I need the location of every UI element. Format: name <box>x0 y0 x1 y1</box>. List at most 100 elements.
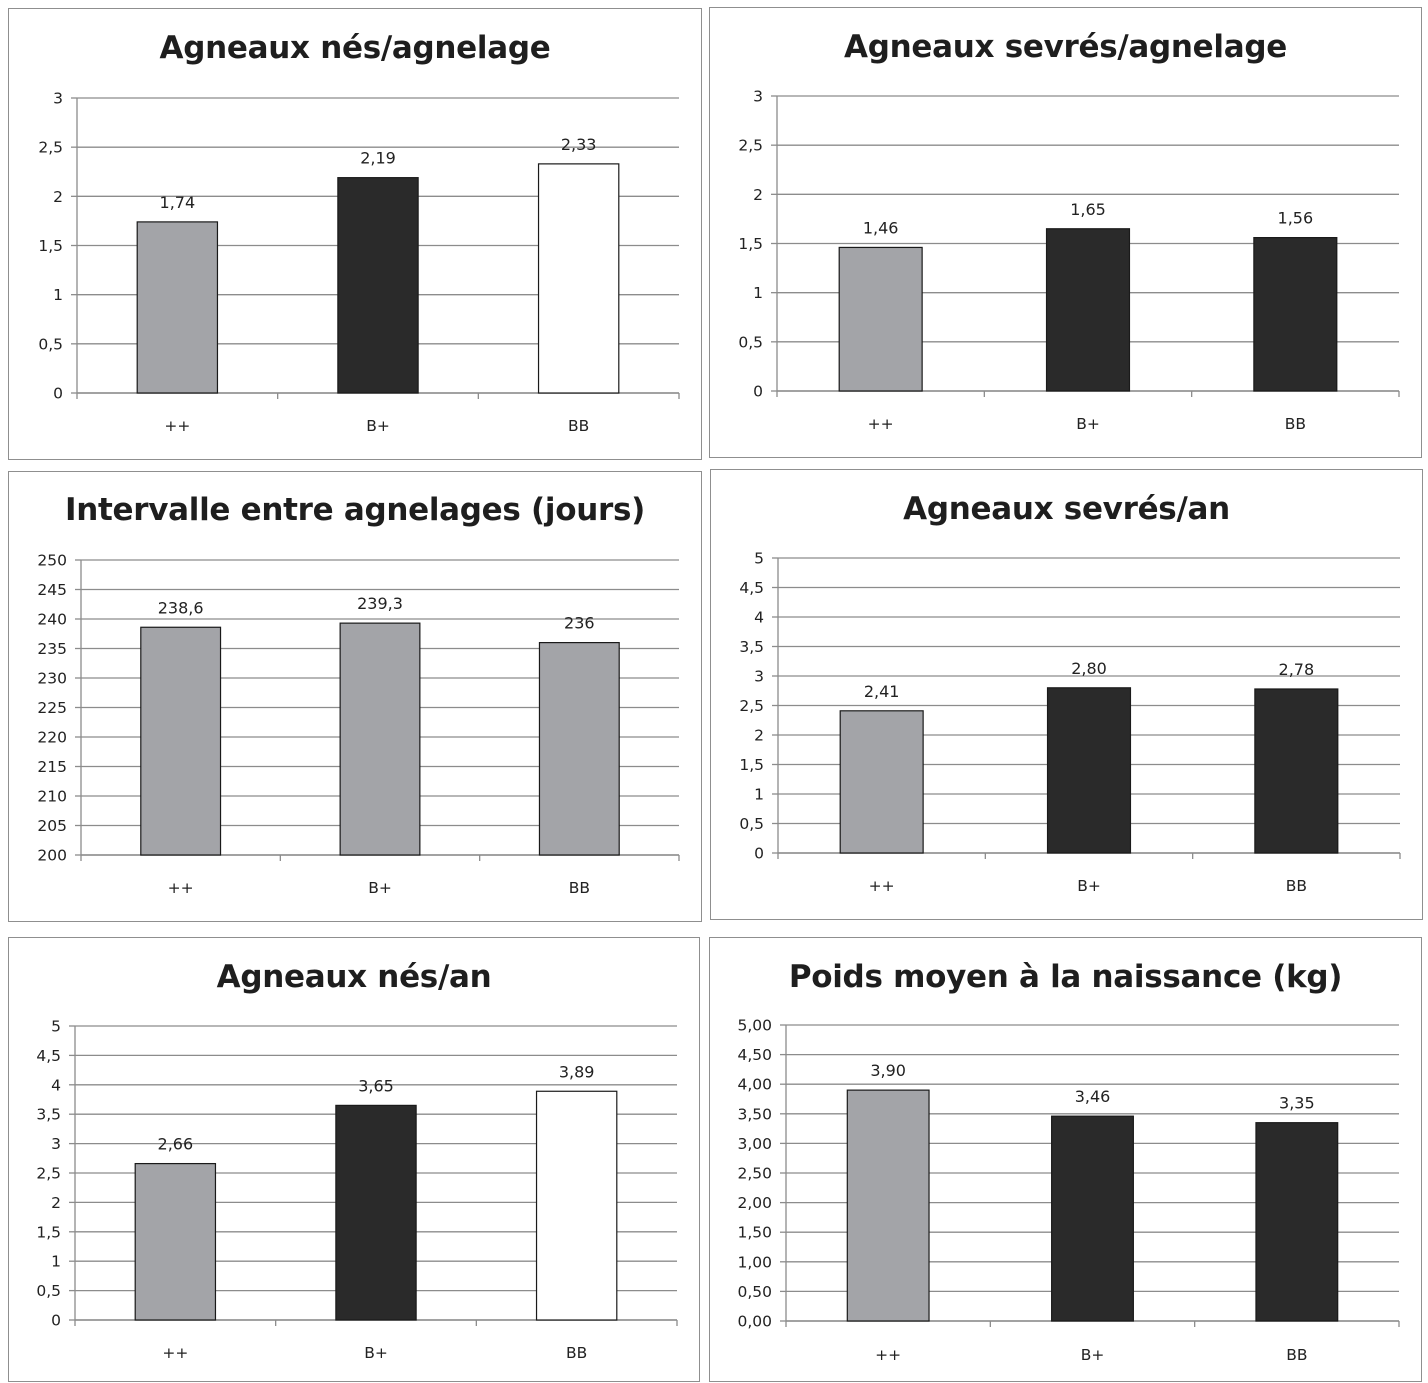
y-tick-label: 2,5 <box>38 139 63 157</box>
category-label: BB <box>1286 877 1307 895</box>
y-tick-label: 4 <box>51 1076 61 1094</box>
bar-bplus <box>1045 228 1131 392</box>
y-tick-label: 200 <box>37 847 67 865</box>
category-label: B+ <box>1076 415 1100 433</box>
data-label: 2,78 <box>1279 660 1315 679</box>
chart-panel-agneaux-nes-an: Agneaux nés/an 0 0,5 1 1,5 2 2,5 3 3,5 4 4,5 5 2,66… <box>8 937 700 1382</box>
y-tick-label: 5 <box>51 1018 61 1036</box>
y-tick-label: 1 <box>754 786 764 804</box>
y-tick-label: 2,00 <box>737 1194 772 1212</box>
data-label: 2,41 <box>864 682 900 701</box>
y-tick-label: 0,5 <box>38 335 63 353</box>
y-tick-label: 2,5 <box>738 137 763 155</box>
category-label: ++ <box>875 1346 901 1364</box>
chart-panel-agneaux-sevres-an: Agneaux sevrés/an 0 0,5 1 1,5 2 2,5 3 3,5 4 4,5 5 2… <box>710 469 1423 920</box>
bar-bb <box>538 642 620 856</box>
y-tick-label: 0 <box>51 1312 61 1330</box>
chart-plot: 0 0,5 1 1,5 2 2,5 3 3,5 4 4,5 5 2,41 ++ 2,80 B+ 2,78 BB <box>739 550 1401 895</box>
y-tick-label: 4,50 <box>737 1046 772 1064</box>
category-label: BB <box>1285 415 1306 433</box>
y-tick-label: 235 <box>37 640 67 658</box>
y-tick-label: 1,5 <box>739 756 764 774</box>
y-tick-label: 2 <box>754 727 764 745</box>
chart-plot: 200 205 210 215 220 225 230 235 240 245 250 238,6 ++… <box>37 552 680 897</box>
y-tick-label: 0 <box>53 385 63 403</box>
category-label: B+ <box>1081 1346 1105 1364</box>
y-tick-label: 5 <box>754 550 764 568</box>
data-label: 3,89 <box>559 1062 595 1081</box>
chart-plot: 0 0,5 1 1,5 2 2,5 3 1,74 ++ 2,19 B+ 2,33 BB <box>38 90 680 435</box>
data-label: 236 <box>564 614 595 633</box>
category-label: BB <box>1286 1346 1307 1364</box>
data-label: 1,46 <box>863 218 899 237</box>
bar-bplus <box>335 1104 417 1321</box>
y-tick-label: 4 <box>754 609 764 627</box>
y-tick-label: 0,50 <box>737 1283 772 1301</box>
chart-title: Agneaux nés/an <box>216 959 492 995</box>
category-label: ++ <box>162 1344 188 1362</box>
y-tick-label: 0 <box>753 383 763 401</box>
bar-bplus <box>339 622 421 856</box>
chart-plot: 0 0,5 1 1,5 2 2,5 3 1,46 ++ 1,65 B+ 1,56 BB <box>738 88 1400 433</box>
y-tick-label: 0 <box>754 845 764 863</box>
category-label: ++ <box>868 415 894 433</box>
chart-title: Agneaux sevrés/agnelage <box>844 29 1287 65</box>
bar-bb <box>1255 1122 1339 1322</box>
y-tick-label: 245 <box>37 581 67 599</box>
y-tick-label: 1,50 <box>737 1224 772 1242</box>
bar-plusplus <box>136 221 219 394</box>
data-label: 3,90 <box>870 1061 906 1080</box>
bar-plusplus <box>838 246 923 392</box>
y-tick-label: 3,00 <box>737 1135 772 1153</box>
data-label: 3,65 <box>358 1076 394 1095</box>
y-tick-label: 4,5 <box>36 1047 61 1065</box>
chart-panel-poids-naissance: Poids moyen à la naissance (kg) 0,00 0,50… <box>709 937 1422 1382</box>
y-tick-label: 4,00 <box>737 1076 772 1094</box>
category-label: B+ <box>368 879 392 897</box>
y-tick-label: 225 <box>37 699 67 717</box>
y-tick-label: 2,5 <box>739 697 764 715</box>
y-tick-label: 230 <box>37 670 67 688</box>
y-tick-label: 1 <box>53 286 63 304</box>
y-tick-label: 3 <box>754 668 764 686</box>
data-label: 2,19 <box>360 149 396 168</box>
category-label: ++ <box>168 879 194 897</box>
bar-bb <box>535 1090 618 1321</box>
y-tick-label: 0,00 <box>737 1313 772 1331</box>
category-label: BB <box>566 1344 587 1362</box>
y-tick-label: 3,5 <box>36 1106 61 1124</box>
y-tick-label: 2 <box>53 188 63 206</box>
data-label: 239,3 <box>357 594 403 613</box>
chart-title: Poids moyen à la naissance (kg) <box>788 959 1343 995</box>
category-label: ++ <box>164 417 190 435</box>
y-tick-label: 215 <box>37 758 67 776</box>
chart-plot: 0 0,5 1 1,5 2 2,5 3 3,5 4 4,5 5 2,66 ++ 3,65 B+ 3,89 BB <box>36 1018 678 1362</box>
y-tick-label: 3,5 <box>739 638 764 656</box>
y-tick-label: 1,5 <box>36 1223 61 1241</box>
bar-plusplus <box>140 626 222 856</box>
y-tick-label: 1,00 <box>737 1253 772 1271</box>
data-label: 2,66 <box>158 1135 194 1154</box>
y-tick-label: 2 <box>753 186 763 204</box>
y-tick-label: 210 <box>37 788 67 806</box>
y-tick-label: 3 <box>753 88 763 106</box>
bar-plusplus <box>846 1089 930 1322</box>
chart-title: Intervalle entre agnelages (jours) <box>64 492 646 528</box>
y-tick-label: 3 <box>53 90 63 108</box>
bar-bplus <box>337 177 419 394</box>
y-tick-label: 2 <box>51 1194 61 1212</box>
bar-bb <box>1254 688 1339 854</box>
chart-panel-agneaux-sevres-agnelage: Agneaux sevrés/agnelage 0 0,5 1 1,5 2 2,5 3 1,4… <box>709 7 1422 458</box>
y-tick-label: 3,50 <box>737 1105 772 1123</box>
y-tick-label: 240 <box>37 611 67 629</box>
chart-title: Agneaux nés/agnelage <box>159 30 551 66</box>
category-label: B+ <box>1077 877 1101 895</box>
category-label: B+ <box>366 417 390 435</box>
data-label: 1,56 <box>1278 209 1314 228</box>
y-tick-label: 220 <box>37 729 67 747</box>
chart-panel-agneaux-nes-agnelage: Agneaux nés/agnelage 0 0,5 1 1,5 2 2,5 3 1,74 ++… <box>8 8 702 460</box>
data-label: 3,35 <box>1279 1094 1315 1113</box>
y-tick-label: 205 <box>37 817 67 835</box>
data-label: 1,65 <box>1070 200 1106 219</box>
data-label: 1,74 <box>160 193 196 212</box>
